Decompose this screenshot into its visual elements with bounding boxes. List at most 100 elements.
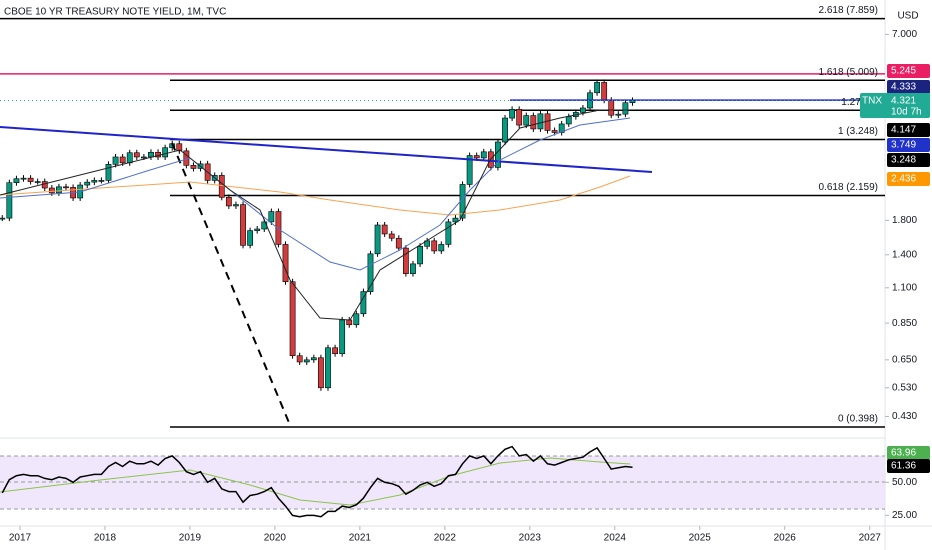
- candle: [452, 217, 459, 223]
- candle: [502, 117, 508, 143]
- x-tick-label: 2024: [604, 533, 627, 544]
- rsi-badge-label: 61.36: [891, 461, 916, 472]
- price-badge: [887, 138, 930, 152]
- candle: [594, 82, 600, 94]
- candle: [318, 357, 324, 389]
- candle: [282, 244, 289, 283]
- candle: [140, 156, 147, 159]
- candle: [431, 240, 438, 252]
- badge-label: 4.147: [891, 125, 916, 136]
- candle: [530, 115, 537, 130]
- y-tick-label: 0.530: [892, 382, 917, 393]
- candle: [580, 107, 586, 113]
- price-layer: [0, 17, 885, 428]
- candle: [148, 151, 154, 158]
- rsi-badge-label: 63.96: [891, 448, 916, 459]
- rsi-tick-label: 25.00: [892, 510, 917, 521]
- candle: [20, 177, 27, 180]
- candle: [190, 165, 197, 169]
- y-tick-label: 0.650: [892, 354, 917, 365]
- candle: [346, 319, 353, 326]
- moving-average: [0, 175, 631, 216]
- candle: [34, 181, 41, 183]
- candle: [367, 253, 374, 292]
- candle: [48, 187, 55, 194]
- badge-label: 4.333: [891, 82, 916, 93]
- candle: [289, 281, 296, 356]
- candle: [353, 313, 360, 326]
- candle: [56, 186, 62, 194]
- fib-anchor-line: [171, 142, 291, 426]
- candle: [622, 102, 629, 115]
- candle: [126, 152, 133, 164]
- chart-title: CBOE 10 YR TREASURY NOTE YIELD, 1M, TVC: [4, 7, 226, 18]
- candle: [551, 130, 558, 133]
- x-tick-label: 2022: [434, 533, 457, 544]
- rsi-badge: [887, 459, 930, 473]
- x-tick-label: 2018: [94, 533, 117, 544]
- candle: [516, 109, 523, 126]
- x-tick-label: 2025: [689, 533, 712, 544]
- candle: [27, 177, 34, 182]
- badge-label: 3.749: [891, 140, 916, 151]
- candle: [332, 347, 338, 354]
- trend-line: [0, 126, 653, 173]
- candle: [374, 224, 381, 255]
- rsi-line: [1, 445, 633, 518]
- candle: [275, 211, 282, 245]
- badge-label: 4.321: [891, 96, 916, 107]
- candle: [615, 113, 622, 116]
- candle: [112, 156, 119, 165]
- y-tick-label: 1.400: [892, 249, 917, 260]
- candle: [402, 247, 409, 274]
- y-tick-label: 0.850: [892, 318, 917, 329]
- price-badge: [887, 123, 930, 137]
- fib-label: 1 (3.248): [838, 126, 878, 137]
- fib-label: 0.618 (2.159): [819, 182, 879, 193]
- badge-label: 2.436: [891, 174, 916, 185]
- candle: [601, 82, 608, 101]
- candle: [466, 155, 473, 185]
- candle: [13, 178, 20, 184]
- candle: [438, 244, 445, 252]
- price-badge: [887, 153, 930, 167]
- candle: [0, 217, 6, 220]
- candle: [268, 211, 275, 223]
- candle: [381, 224, 388, 235]
- symbol-label: TNX: [862, 96, 882, 107]
- candle: [254, 228, 261, 231]
- fib-label: 0 (0.398): [838, 414, 878, 425]
- candle: [91, 180, 98, 183]
- badge-label: 5.245: [891, 66, 916, 77]
- candle: [445, 221, 452, 245]
- candle: [162, 147, 169, 158]
- y-tick-label: 0.430: [892, 411, 917, 422]
- x-tick-label: 2023: [519, 533, 542, 544]
- moving-average: [0, 109, 630, 321]
- moving-average: [0, 117, 631, 271]
- candle: [388, 233, 395, 239]
- x-tick-label: 2020: [264, 533, 287, 544]
- candle: [558, 123, 565, 133]
- candle: [119, 156, 126, 164]
- candle: [105, 164, 112, 181]
- candle: [225, 197, 232, 207]
- y-tick-label: 1.100: [892, 282, 917, 293]
- x-tick-label: 2019: [179, 533, 202, 544]
- candle: [303, 359, 310, 363]
- price-badge: [887, 172, 930, 186]
- rsi-tick-label: 50.00: [892, 477, 917, 488]
- x-tick-label: 2026: [774, 533, 797, 544]
- candle: [84, 181, 91, 186]
- countdown-label: 10d 7h: [891, 107, 922, 118]
- candle: [6, 182, 13, 219]
- candle: [523, 115, 530, 126]
- currency-label: USD: [897, 11, 918, 22]
- candle: [240, 204, 246, 246]
- candle: [565, 116, 572, 125]
- candle: [509, 109, 516, 119]
- candle: [325, 347, 331, 389]
- price-badge: [860, 93, 930, 118]
- candle: [410, 263, 416, 274]
